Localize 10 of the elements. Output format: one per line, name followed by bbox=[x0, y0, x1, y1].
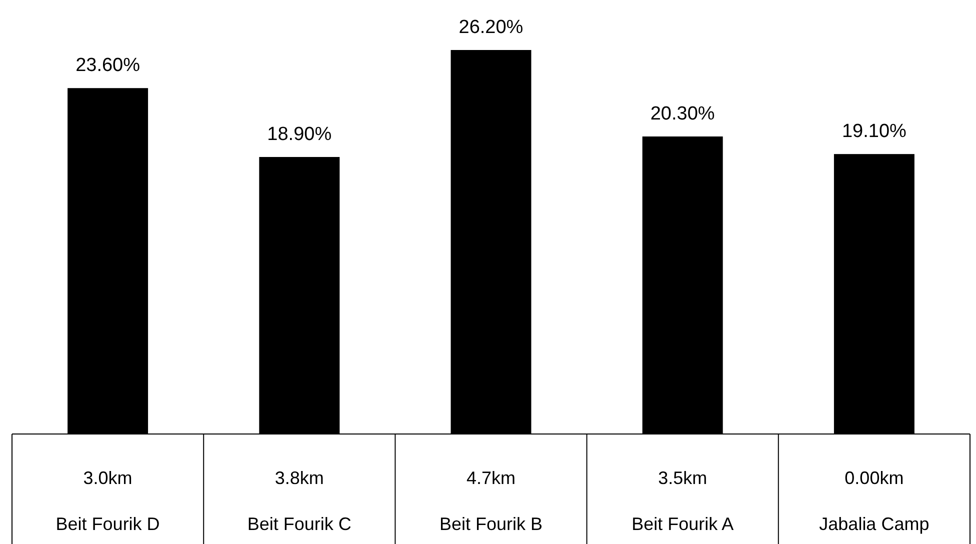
category-label: 3.0km Beit Fourik D bbox=[56, 468, 160, 534]
category-label: 4.7km Beit Fourik B bbox=[439, 468, 543, 534]
data-label: 19.10% bbox=[842, 121, 907, 142]
category-label: 0.00km Jabalia Camp bbox=[819, 468, 930, 534]
data-label: 20.30% bbox=[650, 103, 715, 124]
category-label: 3.5km Beit Fourik A bbox=[632, 468, 734, 534]
data-label: 26.20% bbox=[458, 17, 524, 38]
category-label: 3.8km Beit Fourik C bbox=[247, 468, 352, 534]
data-label: 18.90% bbox=[267, 124, 332, 145]
data-label: 23.60% bbox=[76, 55, 140, 76]
